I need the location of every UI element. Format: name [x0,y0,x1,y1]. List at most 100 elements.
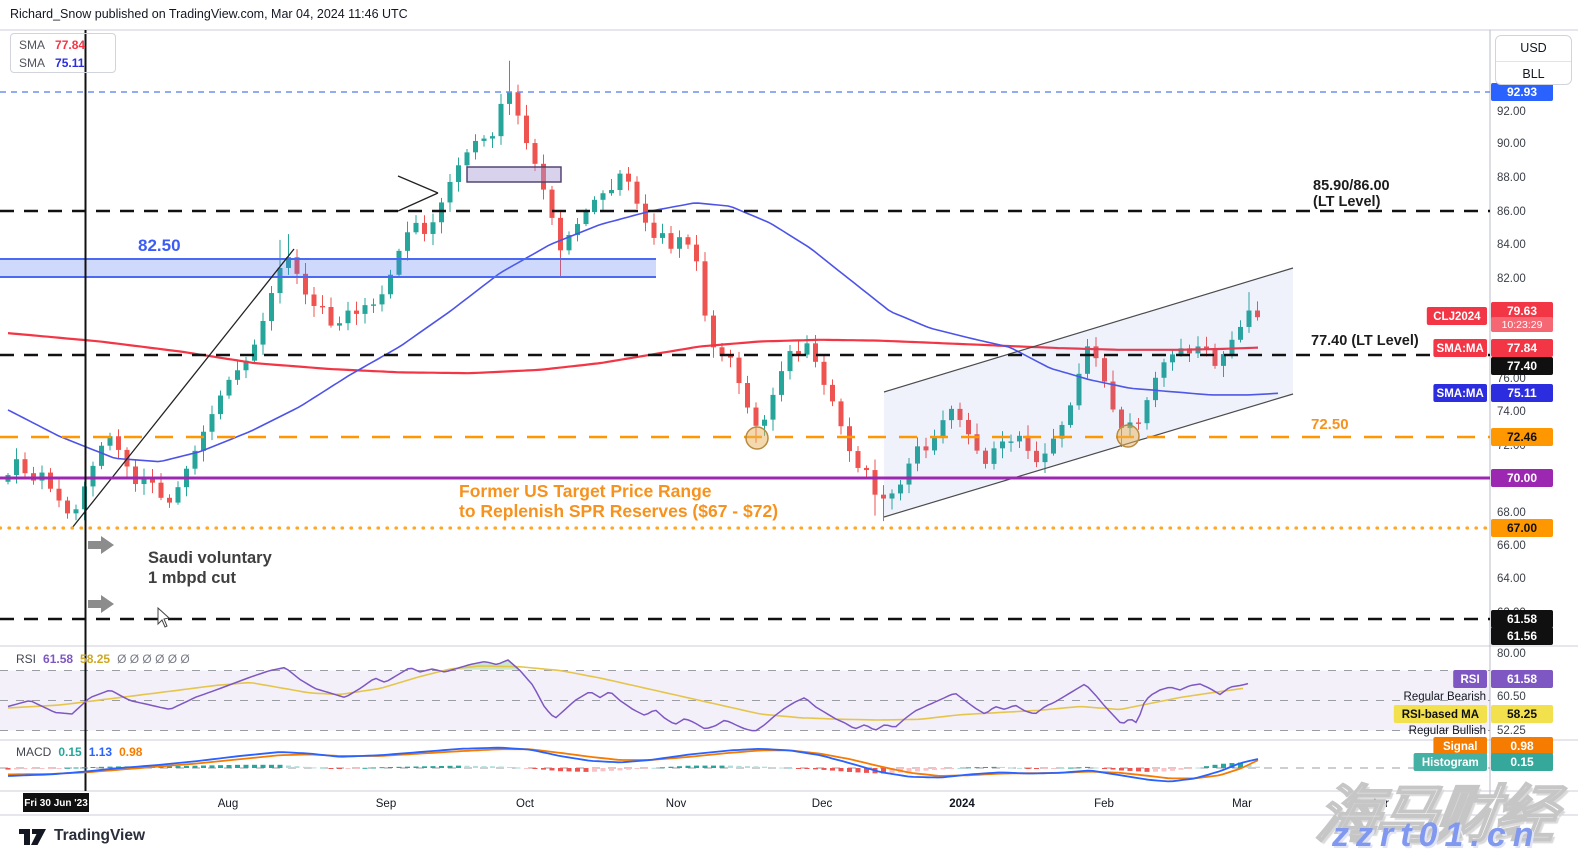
purple-level-label: 70.00 [1491,469,1553,487]
time-axis[interactable]: Aug Sep Oct Nov Dec 2024 Feb Mar Apr Fri 30 Jun '… [23,793,1389,812]
svg-text:SMA:MA: SMA:MA [1437,343,1484,355]
annotation-level-8250[interactable]: 82.50 [138,236,181,255]
zone-8250[interactable] [0,258,656,278]
annotation-saudi-cut[interactable]: Saudi voluntary 1 mbpd cut [148,549,272,587]
rsi-ma-legend-value: 58.25 [80,652,111,666]
sma50-legend-row[interactable]: SMA 75.11 [19,54,107,72]
svg-text:2024: 2024 [949,798,975,810]
svg-text:RSI-based MA: RSI-based MA [1402,709,1479,721]
mouse-cursor [157,606,171,628]
rsi-ma-value-label: 58.25 [1491,705,1553,723]
rsi-pill: RSI [1453,670,1487,688]
svg-text:Dec: Dec [812,798,833,810]
svg-text:77.40: 77.40 [1507,359,1537,373]
svg-text:70.00: 70.00 [1507,471,1537,485]
svg-text:SMA:MA: SMA:MA [1437,388,1484,400]
svg-text:0.15: 0.15 [1510,755,1534,769]
svg-text:Oct: Oct [516,798,535,810]
annotation-lt-level-86[interactable]: 85.90/86.00 (LT Level) [1313,178,1390,210]
svg-text:66.00: 66.00 [1497,540,1526,552]
alert-level-label: 92.93 [1491,83,1553,101]
rsi-band [0,670,1490,731]
svg-text:Histogram: Histogram [1422,757,1479,769]
svg-text:61.58: 61.58 [1507,612,1537,626]
svg-text:61.58: 61.58 [1507,672,1537,686]
svg-text:75.11: 75.11 [1507,386,1537,400]
sma200-pill: SMA:MA [1433,339,1487,357]
currency-toggle-button[interactable]: USD [1496,36,1571,62]
saudi-arrows [88,536,114,613]
svg-text:90.00: 90.00 [1497,138,1526,150]
macd-indicator-legend[interactable]: MACD 0.15 1.13 0.98 [16,745,142,759]
circle-markers[interactable] [745,424,1140,450]
svg-text:92.00: 92.00 [1497,106,1526,118]
svg-text:77.84: 77.84 [1507,341,1537,355]
regular-bullish-label: Regular Bullish [1409,725,1486,737]
sma200-legend-row[interactable]: SMA 77.84 [19,36,107,54]
annotation-lt-level-7740[interactable]: 77.40 (LT Level) [1311,333,1419,349]
svg-text:84.00: 84.00 [1497,239,1526,251]
signal-value-label: 0.98 [1491,737,1553,755]
svg-text:74.00: 74.00 [1497,406,1526,418]
date-label: Fri 30 Jun '23 [23,793,89,812]
ascending-channel[interactable] [883,267,1294,518]
svg-text:Nov: Nov [666,798,687,810]
level-lines[interactable] [0,91,1492,621]
svg-text:82.00: 82.00 [1497,273,1526,285]
annotation-level-7250[interactable]: 72.50 [1311,416,1349,433]
sma-200-line [7,332,1259,375]
low-level-label-1: 61.58 [1491,610,1553,628]
sma50-price-label: 75.11 [1491,384,1553,402]
svg-text:60.50: 60.50 [1497,691,1526,703]
sma200-legend-value: 77.84 [55,38,86,52]
svg-text:61.56: 61.56 [1507,629,1537,643]
macd-hist-legend-value: 0.15 [58,745,82,759]
svg-text:72.46: 72.46 [1507,430,1537,444]
low-level-label-2: 61.56 [1491,627,1553,645]
svg-text:Signal: Signal [1443,741,1478,753]
svg-text:Mar: Mar [1232,798,1252,810]
sma50-legend-value: 75.11 [55,56,85,70]
histogram-value-label: 0.15 [1491,753,1553,771]
svg-text:79.63: 79.63 [1507,304,1537,318]
svg-text:64.00: 64.00 [1497,573,1526,585]
histogram-pill: Histogram [1413,753,1487,771]
svg-text:Regular Bullish: Regular Bullish [1409,725,1486,737]
rsi-legend-placeholders: Ø Ø Ø Ø Ø Ø [117,652,190,666]
rsi-indicator-legend[interactable]: RSI 61.58 58.25 Ø Ø Ø Ø Ø Ø [16,652,190,666]
svg-text:RSI: RSI [1461,674,1480,686]
sma50-pill: SMA:MA [1433,384,1487,402]
macd-legend-value: 1.13 [88,745,113,759]
pennant[interactable] [397,175,439,212]
supply-box[interactable] [466,166,562,183]
annotation-spr-range[interactable]: Former US Target Price Range to Replenish… [459,481,779,521]
sma200-legend-label: SMA [19,38,46,52]
macd-signal-legend-value: 0.98 [119,745,143,759]
svg-text:52.25: 52.25 [1497,725,1526,737]
regular-bearish-label: Regular Bearish [1404,691,1486,703]
signal-pill: Signal [1433,737,1487,755]
svg-text:Aug: Aug [218,798,238,810]
trendline[interactable] [71,248,295,529]
svg-text:92.93: 92.93 [1507,85,1537,99]
svg-text:Feb: Feb [1094,798,1114,810]
macd-plot [5,746,1260,783]
rsi-ma-pill: RSI-based MA [1393,705,1487,723]
svg-text:10:23:29: 10:23:29 [1502,319,1543,331]
macd-legend-title: MACD [16,745,52,759]
pane-frame [0,29,1578,816]
watermark-url: zzrt01.cn [1332,816,1541,854]
rsi-legend-value: 61.58 [43,652,74,666]
orange-level-label: 72.46 [1491,428,1553,446]
unit-toggle-button[interactable]: BLL [1522,67,1545,81]
tradingview-brand-text: TradingView [54,827,146,844]
svg-text:58.25: 58.25 [1507,707,1537,721]
tradingview-footer[interactable]: TradingView [16,822,145,850]
svg-text:68.00: 68.00 [1497,507,1526,519]
svg-text:88.00: 88.00 [1497,172,1526,184]
symbol-pill: CLJ2024 [1426,307,1487,325]
